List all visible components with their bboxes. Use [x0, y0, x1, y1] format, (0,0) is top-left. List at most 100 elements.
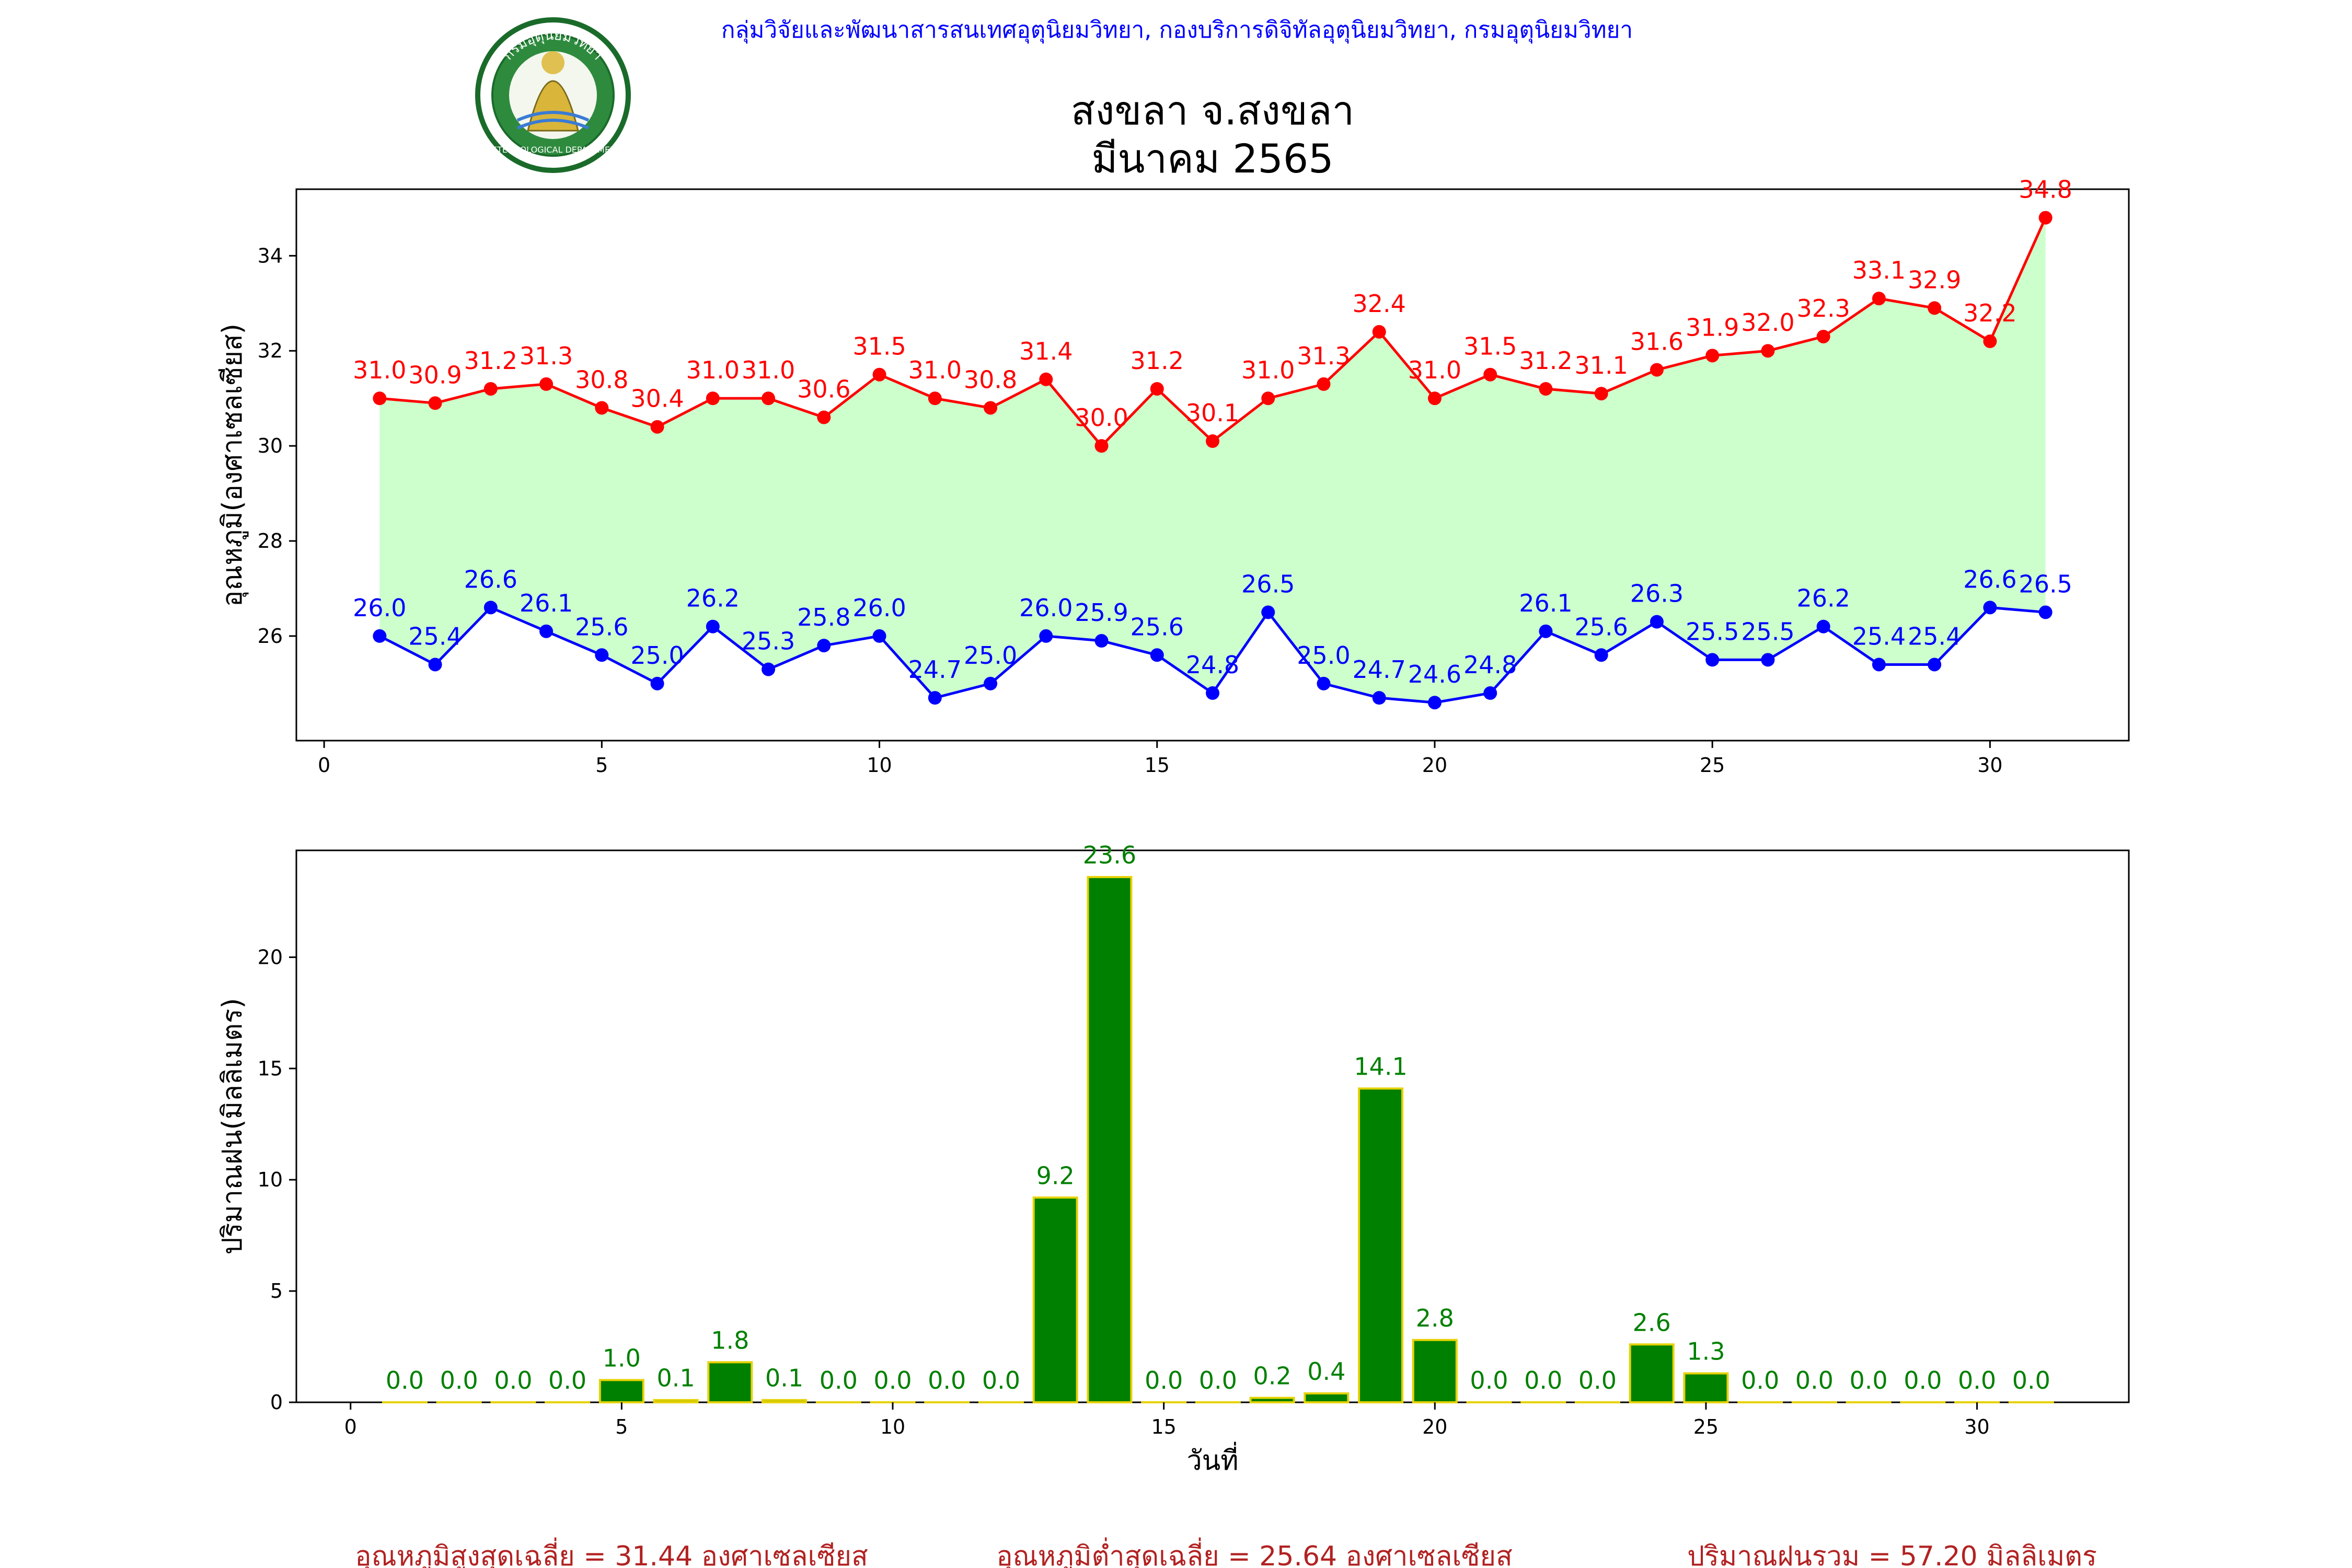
rain-data-label: 14.1	[1354, 1053, 1407, 1081]
temp-x-tick-label: 25	[1700, 754, 1725, 777]
temp-y-tick-label: 32	[258, 339, 283, 362]
temp-y-tick-label: 28	[258, 529, 283, 552]
chart-title-line2: มีนาคม 2565	[1091, 135, 1333, 182]
min-temp-data-label: 25.8	[797, 603, 850, 631]
rainfall-plot-frame	[295, 849, 2130, 1403]
min-temp-point	[1816, 619, 1830, 633]
max-temp-point	[1094, 439, 1109, 453]
min-temp-data-label: 25.4	[1852, 622, 1906, 650]
max-temp-point	[762, 391, 776, 406]
rain-data-label: 0.0	[982, 1366, 1020, 1394]
min-temp-data-label: 25.0	[964, 641, 1017, 670]
rain-data-label: 0.0	[1470, 1366, 1508, 1394]
rain-bar	[1032, 1196, 1078, 1403]
min-temp-point	[1372, 691, 1386, 705]
min-temp-data-label: 24.8	[1463, 651, 1517, 679]
min-temp-point	[928, 691, 942, 705]
rain-data-label: 2.8	[1416, 1304, 1454, 1332]
min-temp-data-label: 24.7	[1353, 655, 1406, 684]
temp-x-tick-label: 30	[1977, 754, 2002, 777]
rain-bar	[707, 1361, 753, 1403]
rain-x-tick-label: 0	[344, 1415, 357, 1438]
max-temp-data-label: 31.2	[1519, 347, 1572, 375]
max-temp-point	[1594, 387, 1608, 401]
min-temp-data-label: 25.6	[1574, 613, 1628, 641]
max-temp-point	[1816, 329, 1830, 343]
min-temp-data-label: 25.9	[1075, 598, 1128, 627]
max-temp-data-label: 32.2	[1963, 299, 2016, 327]
min-temp-point	[872, 629, 886, 643]
rain-data-label: 0.1	[765, 1364, 803, 1392]
min-temp-point	[1261, 605, 1275, 619]
rain-data-label: 0.0	[2012, 1366, 2050, 1394]
summary-total-rain: ปริมาณฝนรวม = 57.20 มิลลิเมตร	[1687, 1541, 2097, 1568]
max-temp-data-label: 32.4	[1353, 290, 1406, 318]
min-temp-data-label: 26.6	[464, 565, 517, 593]
rain-bar	[598, 1379, 644, 1404]
min-temp-data-label: 26.1	[1519, 589, 1572, 617]
rain-y-tick-label: 5	[270, 1279, 283, 1302]
max-temp-data-label: 31.6	[1630, 328, 1684, 356]
max-temp-point	[1483, 367, 1497, 382]
rain-data-label: 0.0	[1578, 1366, 1617, 1394]
min-temp-data-label: 26.6	[1963, 565, 2016, 593]
summary-avg-min: อุณหภูมิต่ำสุดเฉลี่ย = 25.64 องศาเซลเซีย…	[996, 1537, 1512, 1568]
min-temp-point	[1039, 629, 1053, 643]
rain-y-tick-label: 20	[258, 946, 283, 969]
rain-data-label: 0.0	[1741, 1366, 1779, 1394]
rain-data-label: 0.0	[1524, 1366, 1562, 1394]
rain-data-label: 23.6	[1083, 841, 1136, 869]
rain-data-label: 0.2	[1253, 1362, 1292, 1390]
max-temp-point	[1427, 391, 1442, 406]
agency-header: กลุ่มวิจัยและพัฒนาสารสนเทศอุตุนิยมวิทยา,…	[721, 17, 1633, 44]
rain-bar	[653, 1399, 699, 1404]
temp-y-tick-label: 30	[258, 434, 283, 457]
min-temp-point	[595, 648, 609, 662]
rain-data-label: 0.0	[1795, 1366, 1834, 1394]
rain-data-label: 0.0	[1145, 1366, 1183, 1394]
min-temp-data-label: 25.6	[1131, 613, 1184, 641]
max-temp-point	[595, 401, 609, 415]
min-temp-point	[817, 639, 831, 653]
max-temp-point	[1872, 292, 1886, 306]
max-temp-data-label: 31.2	[464, 347, 517, 375]
rain-data-label: 0.0	[386, 1366, 424, 1394]
max-temp-data-label: 31.2	[1131, 347, 1184, 375]
max-temp-data-label: 31.0	[686, 356, 740, 384]
temperature-plot-frame	[295, 188, 2130, 742]
temp-x-tick-label: 20	[1422, 754, 1447, 777]
max-temp-data-label: 30.6	[797, 375, 850, 403]
min-temp-data-label: 26.1	[520, 589, 573, 617]
min-temp-data-label: 26.2	[1796, 584, 1850, 613]
rain-data-label: 0.4	[1307, 1357, 1345, 1386]
min-temp-data-label: 25.5	[1686, 617, 1739, 645]
rain-y-tick-label: 15	[258, 1057, 283, 1080]
max-temp-point	[984, 401, 998, 415]
rain-x-tick-label: 25	[1693, 1415, 1719, 1438]
rain-x-tick-label: 15	[1151, 1415, 1176, 1438]
min-temp-point	[373, 629, 387, 643]
temp-x-tick-label: 10	[867, 754, 892, 777]
max-temp-data-label: 32.3	[1796, 294, 1850, 322]
temperature-range-fill	[379, 217, 2046, 703]
max-temp-data-label: 31.1	[1574, 351, 1628, 379]
max-temp-point	[1705, 349, 1720, 363]
min-temp-point	[706, 619, 720, 633]
rain-data-label: 0.0	[548, 1366, 586, 1394]
min-temp-data-label: 25.5	[1741, 617, 1794, 645]
max-temp-data-label: 31.0	[1241, 356, 1295, 384]
min-temp-data-label: 26.0	[852, 594, 906, 622]
max-temp-data-label: 34.8	[2019, 176, 2072, 204]
max-temp-data-label: 31.9	[1686, 313, 1739, 341]
min-temp-point	[1483, 686, 1497, 700]
max-temp-point	[483, 382, 498, 396]
rain-data-label: 1.0	[603, 1344, 641, 1372]
min-temp-point	[1427, 696, 1442, 710]
rain-data-label: 1.8	[711, 1326, 749, 1354]
max-temp-data-label: 30.9	[408, 361, 462, 389]
min-temp-data-label: 26.2	[686, 584, 740, 613]
rain-y-tick-label: 10	[258, 1168, 283, 1191]
rain-data-label: 0.1	[657, 1364, 695, 1392]
rain-data-label: 0.0	[1850, 1366, 1888, 1394]
min-temp-point	[1317, 676, 1331, 690]
